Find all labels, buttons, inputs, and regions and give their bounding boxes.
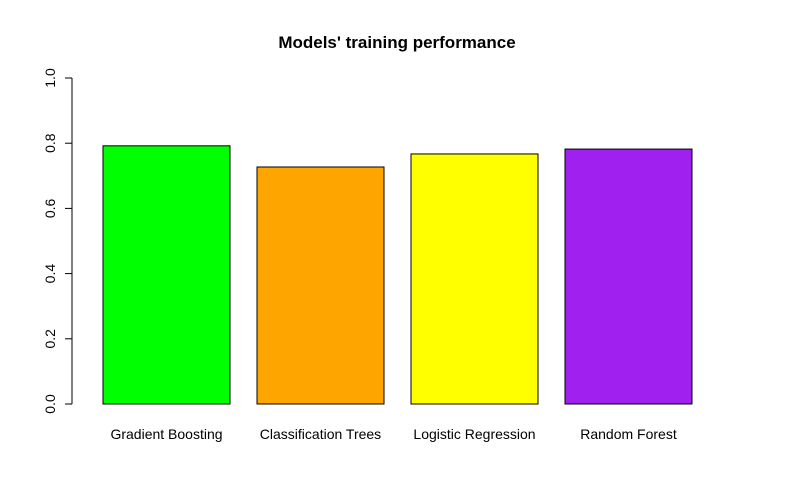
bars-group [102, 145, 693, 405]
x-category-label: Gradient Boosting [110, 426, 222, 442]
category-labels: Gradient Boosting Classification Trees Log… [110, 426, 676, 442]
y-axis: 0.0 0.2 0.4 0.6 0.8 1.0 [42, 68, 73, 414]
bar-classification-trees [256, 166, 385, 405]
y-tick-label: 0.2 [42, 329, 58, 349]
bar-logistic-regression [410, 153, 539, 405]
y-tick-label: 0.8 [42, 133, 58, 153]
chart-title: Models' training performance [278, 33, 515, 52]
x-category-label: Classification Trees [260, 426, 381, 442]
y-tick-label: 0.6 [42, 198, 58, 218]
x-category-label: Random Forest [580, 426, 677, 442]
y-tick-label: 0.0 [42, 394, 58, 414]
x-category-label: Logistic Regression [413, 426, 535, 442]
y-tick-label: 1.0 [42, 68, 58, 88]
bar-gradient-boosting [102, 145, 231, 405]
bar-random-forest [564, 148, 693, 405]
y-tick-label: 0.4 [42, 264, 58, 284]
